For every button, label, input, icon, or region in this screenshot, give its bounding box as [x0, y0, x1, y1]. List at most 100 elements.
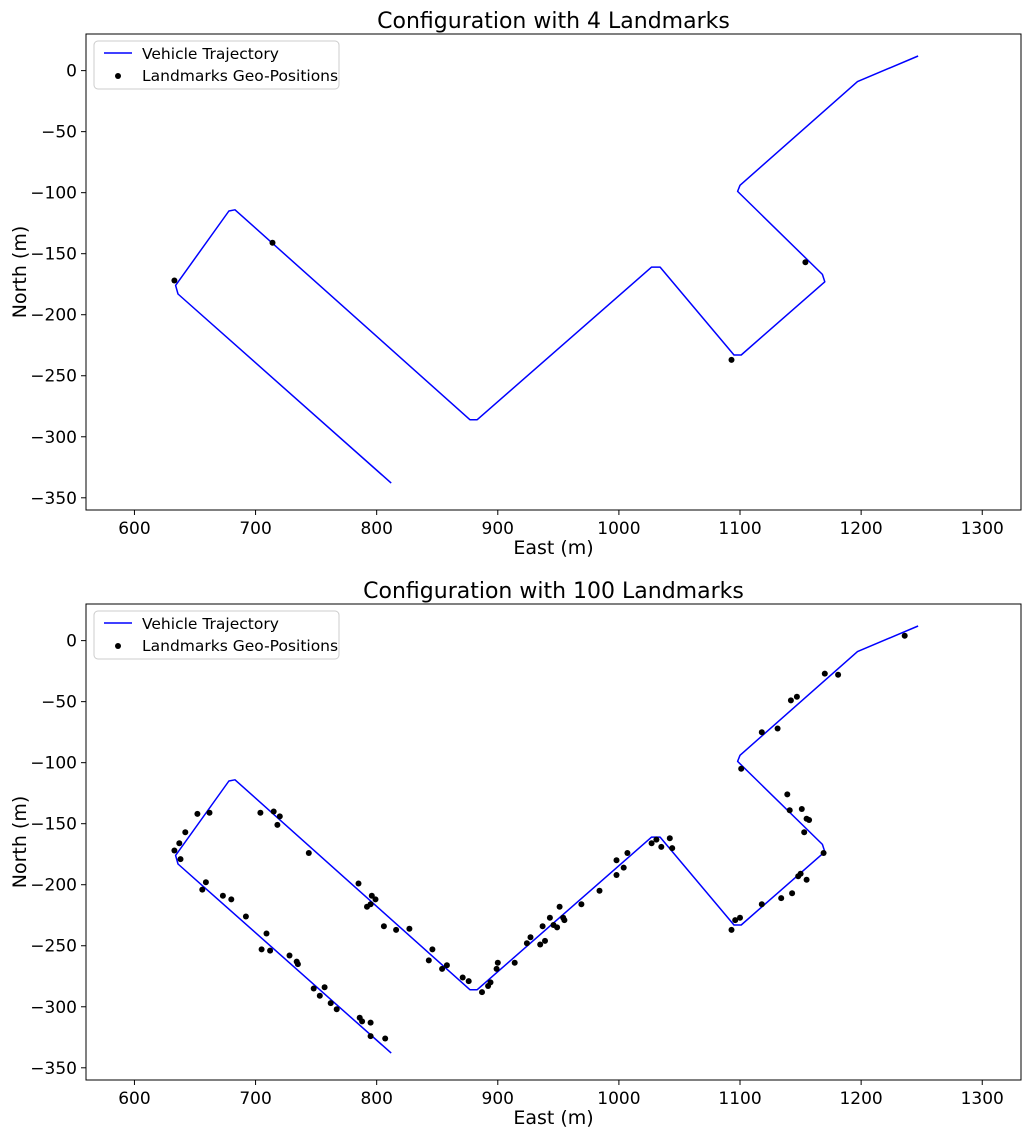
landmark-point: [242, 913, 249, 920]
landmark-point: [556, 903, 563, 910]
x-tick-label: 800: [360, 1089, 392, 1109]
y-tick-label: −350: [30, 1059, 77, 1079]
landmark-point: [316, 992, 323, 999]
landmark-point: [758, 729, 765, 736]
landmark-point: [367, 1019, 374, 1026]
landmark-point: [368, 892, 375, 899]
landmark-point: [511, 959, 518, 966]
legend-box: [93, 40, 340, 90]
landmark-point: [669, 845, 676, 852]
landmark-point: [364, 903, 370, 910]
landmark-point: [537, 941, 544, 948]
landmark-point: [737, 914, 743, 921]
landmark-point: [560, 914, 567, 921]
landmark-point: [620, 864, 627, 871]
landmark-point: [820, 850, 827, 856]
landmark-point: [459, 974, 466, 981]
x-tick-label: 600: [118, 1089, 150, 1109]
landmark-point: [294, 961, 301, 968]
landmark-point: [310, 985, 317, 992]
x-tick-label: 1200: [839, 1089, 882, 1109]
x-tick-label: 900: [482, 1089, 514, 1109]
landmark-point: [728, 356, 735, 363]
landmark-point: [795, 873, 802, 880]
legend-label: Landmarks Geo-Positions: [142, 67, 338, 85]
x-tick-label: 1000: [597, 1089, 640, 1109]
landmark-point: [821, 670, 828, 677]
landmark-point: [784, 791, 791, 798]
landmark-point: [182, 829, 189, 836]
landmark-point: [493, 965, 500, 972]
legend-marker-swatch: [115, 643, 121, 649]
y-axis-label: North (m): [9, 226, 31, 319]
y-tick-label: −50: [41, 693, 77, 713]
landmark-point: [648, 840, 655, 847]
landmark-point: [523, 940, 530, 947]
y-tick-label: −250: [30, 367, 77, 387]
chart-title: Configuration with 4 Landmarks: [377, 9, 730, 34]
legend: Vehicle Trajectory Landmarks Geo-Position…: [93, 610, 340, 660]
y-tick-label: −200: [30, 306, 77, 326]
landmark-point: [258, 946, 265, 953]
plot-frame: [85, 33, 1022, 511]
legend-label: Vehicle Trajectory: [142, 615, 279, 633]
landmark-points: [171, 632, 908, 1042]
landmark-point: [333, 1006, 340, 1013]
landmark-point: [219, 892, 226, 899]
x-tick-label: 1000: [597, 519, 640, 539]
landmark-point: [393, 926, 400, 933]
landmark-point: [171, 277, 178, 284]
landmark-point: [286, 952, 293, 959]
y-tick-label: 0: [66, 62, 77, 82]
landmark-point: [257, 809, 264, 816]
legend-label: Landmarks Geo-Positions: [142, 637, 338, 655]
landmark-point: [429, 946, 436, 953]
landmark-point: [443, 962, 450, 969]
y-tick-label: −350: [30, 489, 77, 509]
x-tick-label: 1300: [961, 519, 1004, 539]
landmark-point: [732, 917, 739, 924]
y-tick-label: 0: [66, 632, 77, 652]
chart-title: Configuration with 100 Landmarks: [363, 579, 744, 604]
landmark-point: [738, 765, 745, 772]
landmark-point: [425, 957, 432, 964]
y-tick-label: −200: [30, 876, 77, 896]
landmark-point: [267, 947, 274, 954]
subplot-2: Configuration with 100 Landmarks 600 700 80…: [9, 579, 1022, 1129]
landmark-point: [806, 817, 813, 823]
landmark-point: [382, 1035, 389, 1042]
landmark-point: [485, 983, 492, 989]
landmark-point: [554, 924, 561, 931]
y-tick-label: −150: [30, 245, 77, 265]
trajectory-line: [174, 55, 919, 484]
landmark-point: [305, 850, 312, 856]
landmark-point: [613, 857, 620, 864]
landmark-point: [802, 259, 809, 266]
x-tick-label: 700: [239, 519, 271, 539]
landmark-point: [803, 876, 810, 883]
landmark-point: [479, 989, 485, 996]
y-tick-label: −300: [30, 428, 77, 448]
landmark-point: [578, 901, 585, 908]
x-tick-label: 1300: [961, 1089, 1004, 1109]
x-tick-label: 1100: [718, 1089, 761, 1109]
landmark-point: [787, 697, 794, 704]
landmark-point: [798, 806, 805, 812]
landmark-point: [228, 896, 235, 903]
y-tick-label: −100: [30, 184, 77, 204]
landmark-point: [728, 926, 735, 933]
landmark-point: [901, 632, 908, 639]
landmark-point: [194, 810, 201, 817]
landmark-point: [546, 914, 553, 921]
landmark-point: [202, 879, 209, 886]
landmark-point: [596, 887, 603, 894]
landmark-point: [176, 840, 183, 847]
x-axis-label: East (m): [513, 537, 593, 559]
landmark-point: [372, 896, 379, 903]
legend-marker-swatch: [115, 73, 121, 79]
landmark-point: [465, 978, 472, 985]
landmark-point: [199, 886, 206, 893]
landmark-point: [321, 984, 328, 991]
y-axis-label: North (m): [9, 796, 31, 889]
